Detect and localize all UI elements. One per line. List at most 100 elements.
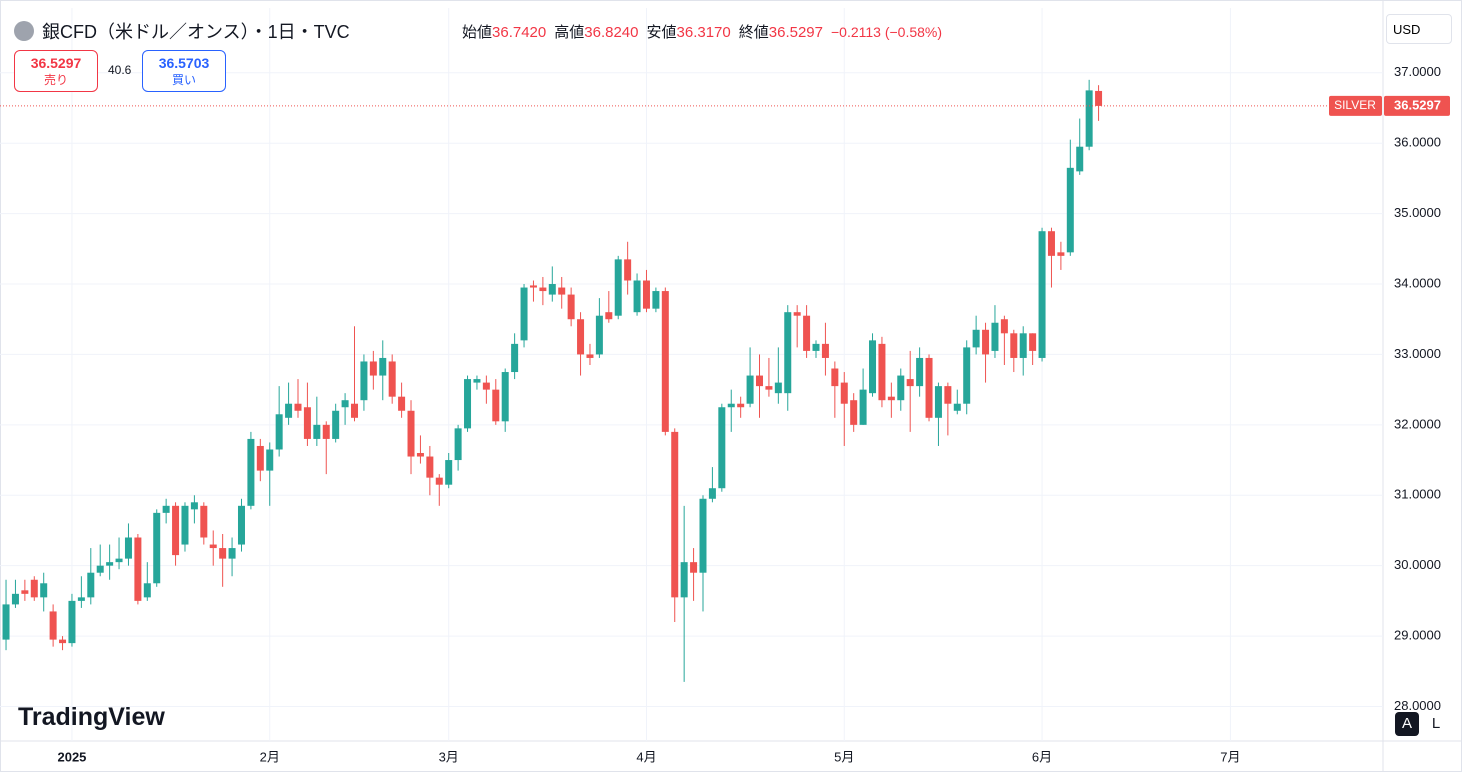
candle-body — [1066, 167, 1074, 253]
candle-body — [464, 379, 472, 429]
y-tick-label: 32.0000 — [1394, 416, 1441, 431]
buy-button[interactable]: 36.5703 買い — [142, 50, 226, 92]
candle-body — [765, 386, 773, 390]
candle-body — [285, 403, 293, 418]
buy-price: 36.5703 — [158, 55, 210, 71]
candle-body — [492, 389, 500, 422]
candle-body — [887, 396, 895, 401]
candle-body — [558, 287, 566, 295]
candle-body — [774, 382, 782, 394]
ohlc-label: 高値 — [554, 24, 585, 41]
candle-body — [162, 505, 170, 513]
candle-body — [539, 287, 547, 292]
candle-body — [426, 456, 434, 478]
candle-body — [1000, 319, 1008, 334]
candle-body — [925, 357, 933, 418]
candle-body — [21, 590, 29, 594]
candle-body — [247, 438, 255, 506]
candle-body — [482, 382, 490, 390]
candle-body — [737, 403, 745, 408]
candle-body — [624, 259, 632, 281]
candle-body — [671, 431, 679, 598]
x-tick-label: 5月 — [834, 749, 854, 764]
candle-body — [878, 343, 886, 401]
candle-body — [906, 379, 914, 387]
x-tick-label: 3月 — [439, 749, 459, 764]
candle-body — [699, 498, 707, 573]
candle-body — [68, 600, 76, 644]
candle-body — [134, 537, 142, 601]
candle-body — [87, 572, 95, 598]
candle-body — [982, 329, 990, 355]
candle-body — [520, 287, 528, 341]
candle-body — [435, 477, 443, 485]
candle-body — [332, 410, 340, 439]
candle-body — [812, 343, 820, 351]
candle-body — [341, 400, 349, 408]
x-tick-label: 2月 — [260, 749, 280, 764]
candle-body — [1010, 333, 1018, 358]
ohlc-value: 36.3170 — [676, 24, 731, 41]
candle-body — [473, 379, 481, 383]
candle-body — [718, 407, 726, 489]
y-tick-label: 31.0000 — [1394, 487, 1441, 502]
candle-body — [1085, 90, 1093, 147]
candle-body — [633, 280, 641, 313]
auto-scale-button[interactable]: A — [1395, 712, 1419, 736]
candle-body — [529, 285, 537, 288]
sell-label: 売り — [43, 73, 68, 87]
candle-body — [1029, 333, 1037, 351]
candle-body — [219, 548, 227, 559]
logo: TradingView — [18, 703, 165, 731]
candle-body — [652, 291, 660, 309]
candle-body — [445, 460, 453, 485]
candle-body — [313, 424, 321, 439]
candle-body — [351, 403, 359, 418]
change: −0.2113 (−0.58%) — [831, 24, 943, 40]
candle-body — [934, 386, 942, 418]
candle-body — [77, 597, 85, 601]
ohlc-value: 36.8240 — [584, 24, 639, 41]
y-tick-label: 35.0000 — [1394, 205, 1441, 220]
candle-body — [388, 361, 396, 397]
candle-body — [190, 502, 198, 510]
candle-body — [1019, 333, 1027, 358]
currency-select[interactable]: USD — [1386, 14, 1452, 44]
candle-body — [869, 340, 877, 394]
candle-body — [124, 537, 132, 559]
ohlc-value: 36.5297 — [768, 24, 823, 41]
log-scale-button[interactable]: L — [1431, 715, 1441, 732]
symbol-tag-bg — [1329, 95, 1382, 116]
candle-body — [944, 386, 952, 404]
ohlc-legend: 始値36.7420 高値36.8240 安値36.3170 終値36.5297 −0.2… — [462, 21, 942, 42]
candle-body — [275, 414, 283, 450]
x-tick-label: 4月 — [636, 749, 656, 764]
y-tick-label: 29.0000 — [1394, 628, 1441, 643]
last-price-tag-bg — [1384, 95, 1450, 116]
candle-body — [2, 604, 10, 640]
candle-body — [803, 315, 811, 351]
header: 銀CFD（米ドル／オンス）・1日・TVC — [14, 18, 350, 44]
candle-body — [840, 382, 848, 404]
candle-body — [661, 291, 669, 432]
ohlc-label: 始値 — [462, 24, 493, 41]
candle-body — [605, 312, 613, 320]
candle-body — [59, 639, 67, 644]
x-tick-label: 2025 — [57, 749, 86, 764]
candle-body — [181, 505, 189, 545]
candle-body — [972, 329, 980, 348]
candle-body — [756, 375, 764, 387]
candle-body — [294, 403, 302, 411]
sell-button[interactable]: 36.5297 売り — [14, 50, 98, 92]
candle-body — [784, 312, 792, 394]
candle-body — [416, 453, 424, 457]
candle-body — [963, 347, 971, 404]
candle-body — [821, 343, 829, 358]
candle-body — [228, 548, 236, 559]
candle-body — [831, 368, 839, 387]
ohlc-label: 終値 — [738, 24, 769, 41]
candle-body — [586, 354, 594, 358]
candle-body — [642, 280, 650, 309]
